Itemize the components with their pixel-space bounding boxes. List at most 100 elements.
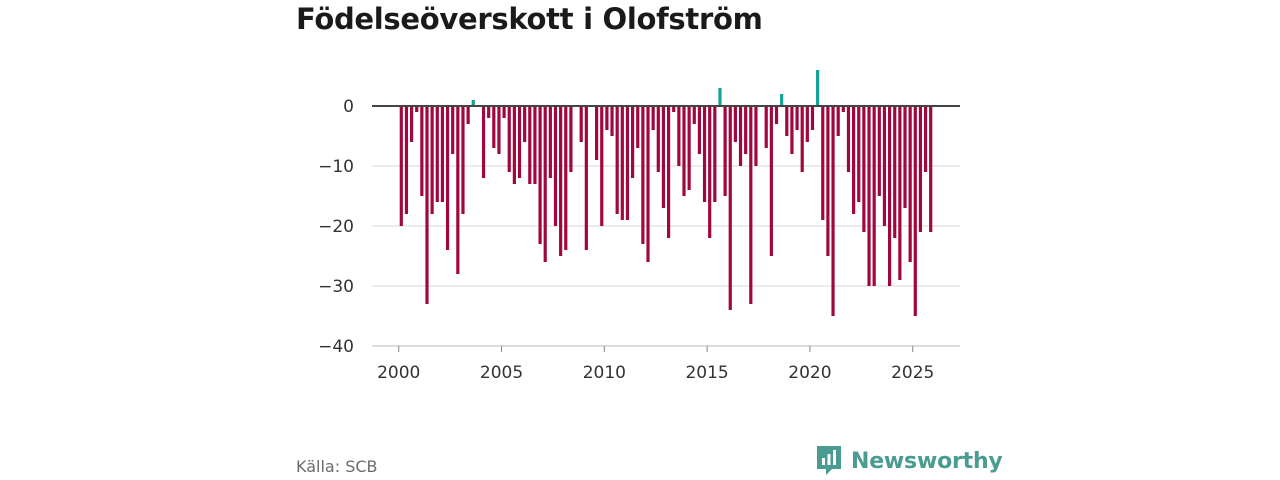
bar-negative xyxy=(425,106,429,304)
bar-negative xyxy=(923,106,928,172)
bar-negative xyxy=(497,106,501,154)
source-label: Källa: SCB xyxy=(296,457,378,476)
y-tick-label: −30 xyxy=(318,277,354,297)
bar-negative xyxy=(785,106,789,136)
bar-negative xyxy=(805,106,809,142)
bar-negative xyxy=(893,106,897,238)
bar-negative xyxy=(913,106,917,316)
bar-negative xyxy=(600,106,604,226)
bar-negative xyxy=(764,106,768,148)
gridlines xyxy=(372,165,960,287)
bar-negative xyxy=(507,106,511,172)
bar-negative xyxy=(651,106,655,130)
y-tick-label: −20 xyxy=(318,217,354,237)
bar-positive xyxy=(718,88,722,106)
bar-negative xyxy=(682,106,686,196)
bar-negative xyxy=(456,106,460,274)
chart-title: Födelseöverskott i Olofström xyxy=(296,2,763,36)
x-tick-label: 2025 xyxy=(891,363,934,383)
bar-negative xyxy=(862,106,866,232)
bar-negative xyxy=(517,106,522,178)
bar-negative xyxy=(790,106,794,154)
newsworthy-logo-icon xyxy=(815,444,843,478)
bar-negative xyxy=(723,106,727,196)
bar-negative xyxy=(738,106,743,166)
bar-negative xyxy=(641,106,645,244)
bar-negative xyxy=(502,106,506,118)
bar-negative xyxy=(836,106,840,136)
bar-negative xyxy=(666,106,671,238)
bars xyxy=(399,70,933,316)
bar-negative xyxy=(908,106,912,262)
bar-negative xyxy=(918,106,923,232)
bar-negative xyxy=(821,106,825,220)
bar-negative xyxy=(543,106,547,262)
x-tick-label: 2005 xyxy=(480,363,523,383)
bar-negative xyxy=(512,106,516,184)
bar-negative xyxy=(620,106,624,220)
bar-negative xyxy=(569,106,573,172)
bar-negative xyxy=(754,106,758,166)
bar-negative xyxy=(415,106,419,112)
bar-negative xyxy=(445,106,450,250)
bar-negative xyxy=(523,106,527,142)
y-axis-ticks: 0 −10 −20 −30 −40 xyxy=(318,97,354,357)
bar-negative xyxy=(615,106,619,214)
bar-negative xyxy=(826,106,830,256)
bar-negative xyxy=(430,106,434,214)
bar-negative xyxy=(404,106,409,214)
x-tick-label: 2015 xyxy=(685,363,728,383)
bar-negative xyxy=(553,106,558,226)
bar-negative xyxy=(451,106,455,154)
bar-negative xyxy=(610,106,614,136)
bar-negative xyxy=(656,106,660,172)
bar-negative xyxy=(692,106,696,124)
bar-negative xyxy=(872,106,876,286)
bar-negative xyxy=(548,106,552,178)
bar-negative xyxy=(795,106,799,130)
bar-negative xyxy=(728,106,732,310)
bar-negative xyxy=(877,106,881,196)
bar-negative xyxy=(538,106,542,244)
bar-negative xyxy=(399,106,403,226)
bar-negative xyxy=(903,106,907,208)
bar-negative xyxy=(435,106,439,202)
newsworthy-brand[interactable]: Newsworthy xyxy=(815,444,1003,478)
bar-negative xyxy=(646,106,650,262)
bar-negative xyxy=(708,106,712,238)
bar-negative xyxy=(769,106,773,256)
bar-negative xyxy=(841,106,845,112)
bar-negative xyxy=(579,106,583,142)
bar-negative xyxy=(409,106,414,142)
bar-negative xyxy=(528,106,532,184)
bar-negative xyxy=(702,106,707,202)
bar-negative xyxy=(749,106,753,304)
bar-negative xyxy=(605,106,609,130)
bar-negative xyxy=(420,106,424,196)
bar-negative xyxy=(492,106,496,148)
bar-negative xyxy=(831,106,835,316)
bar-negative xyxy=(564,106,568,250)
bar-negative xyxy=(466,106,470,124)
bar-positive xyxy=(816,70,820,106)
bar-negative xyxy=(852,106,856,214)
y-tick-label: −10 xyxy=(318,157,354,177)
bar-negative xyxy=(810,106,815,130)
bar-negative xyxy=(733,106,737,142)
y-tick-label: 0 xyxy=(343,97,354,117)
bar-negative xyxy=(487,106,491,118)
x-tick-label: 2010 xyxy=(583,363,626,383)
bar-negative xyxy=(672,106,676,112)
bar-negative xyxy=(774,106,779,124)
bar-negative xyxy=(559,106,563,256)
x-tick-label: 2000 xyxy=(377,363,420,383)
bar-negative xyxy=(440,106,445,202)
bar-negative xyxy=(481,106,486,178)
bar-positive xyxy=(780,94,784,106)
bar-negative xyxy=(882,106,887,226)
bar-negative xyxy=(867,106,871,286)
bar-negative xyxy=(636,106,640,148)
bar-negative xyxy=(584,106,588,250)
bar-negative xyxy=(846,106,851,172)
bar-negative xyxy=(929,106,933,232)
